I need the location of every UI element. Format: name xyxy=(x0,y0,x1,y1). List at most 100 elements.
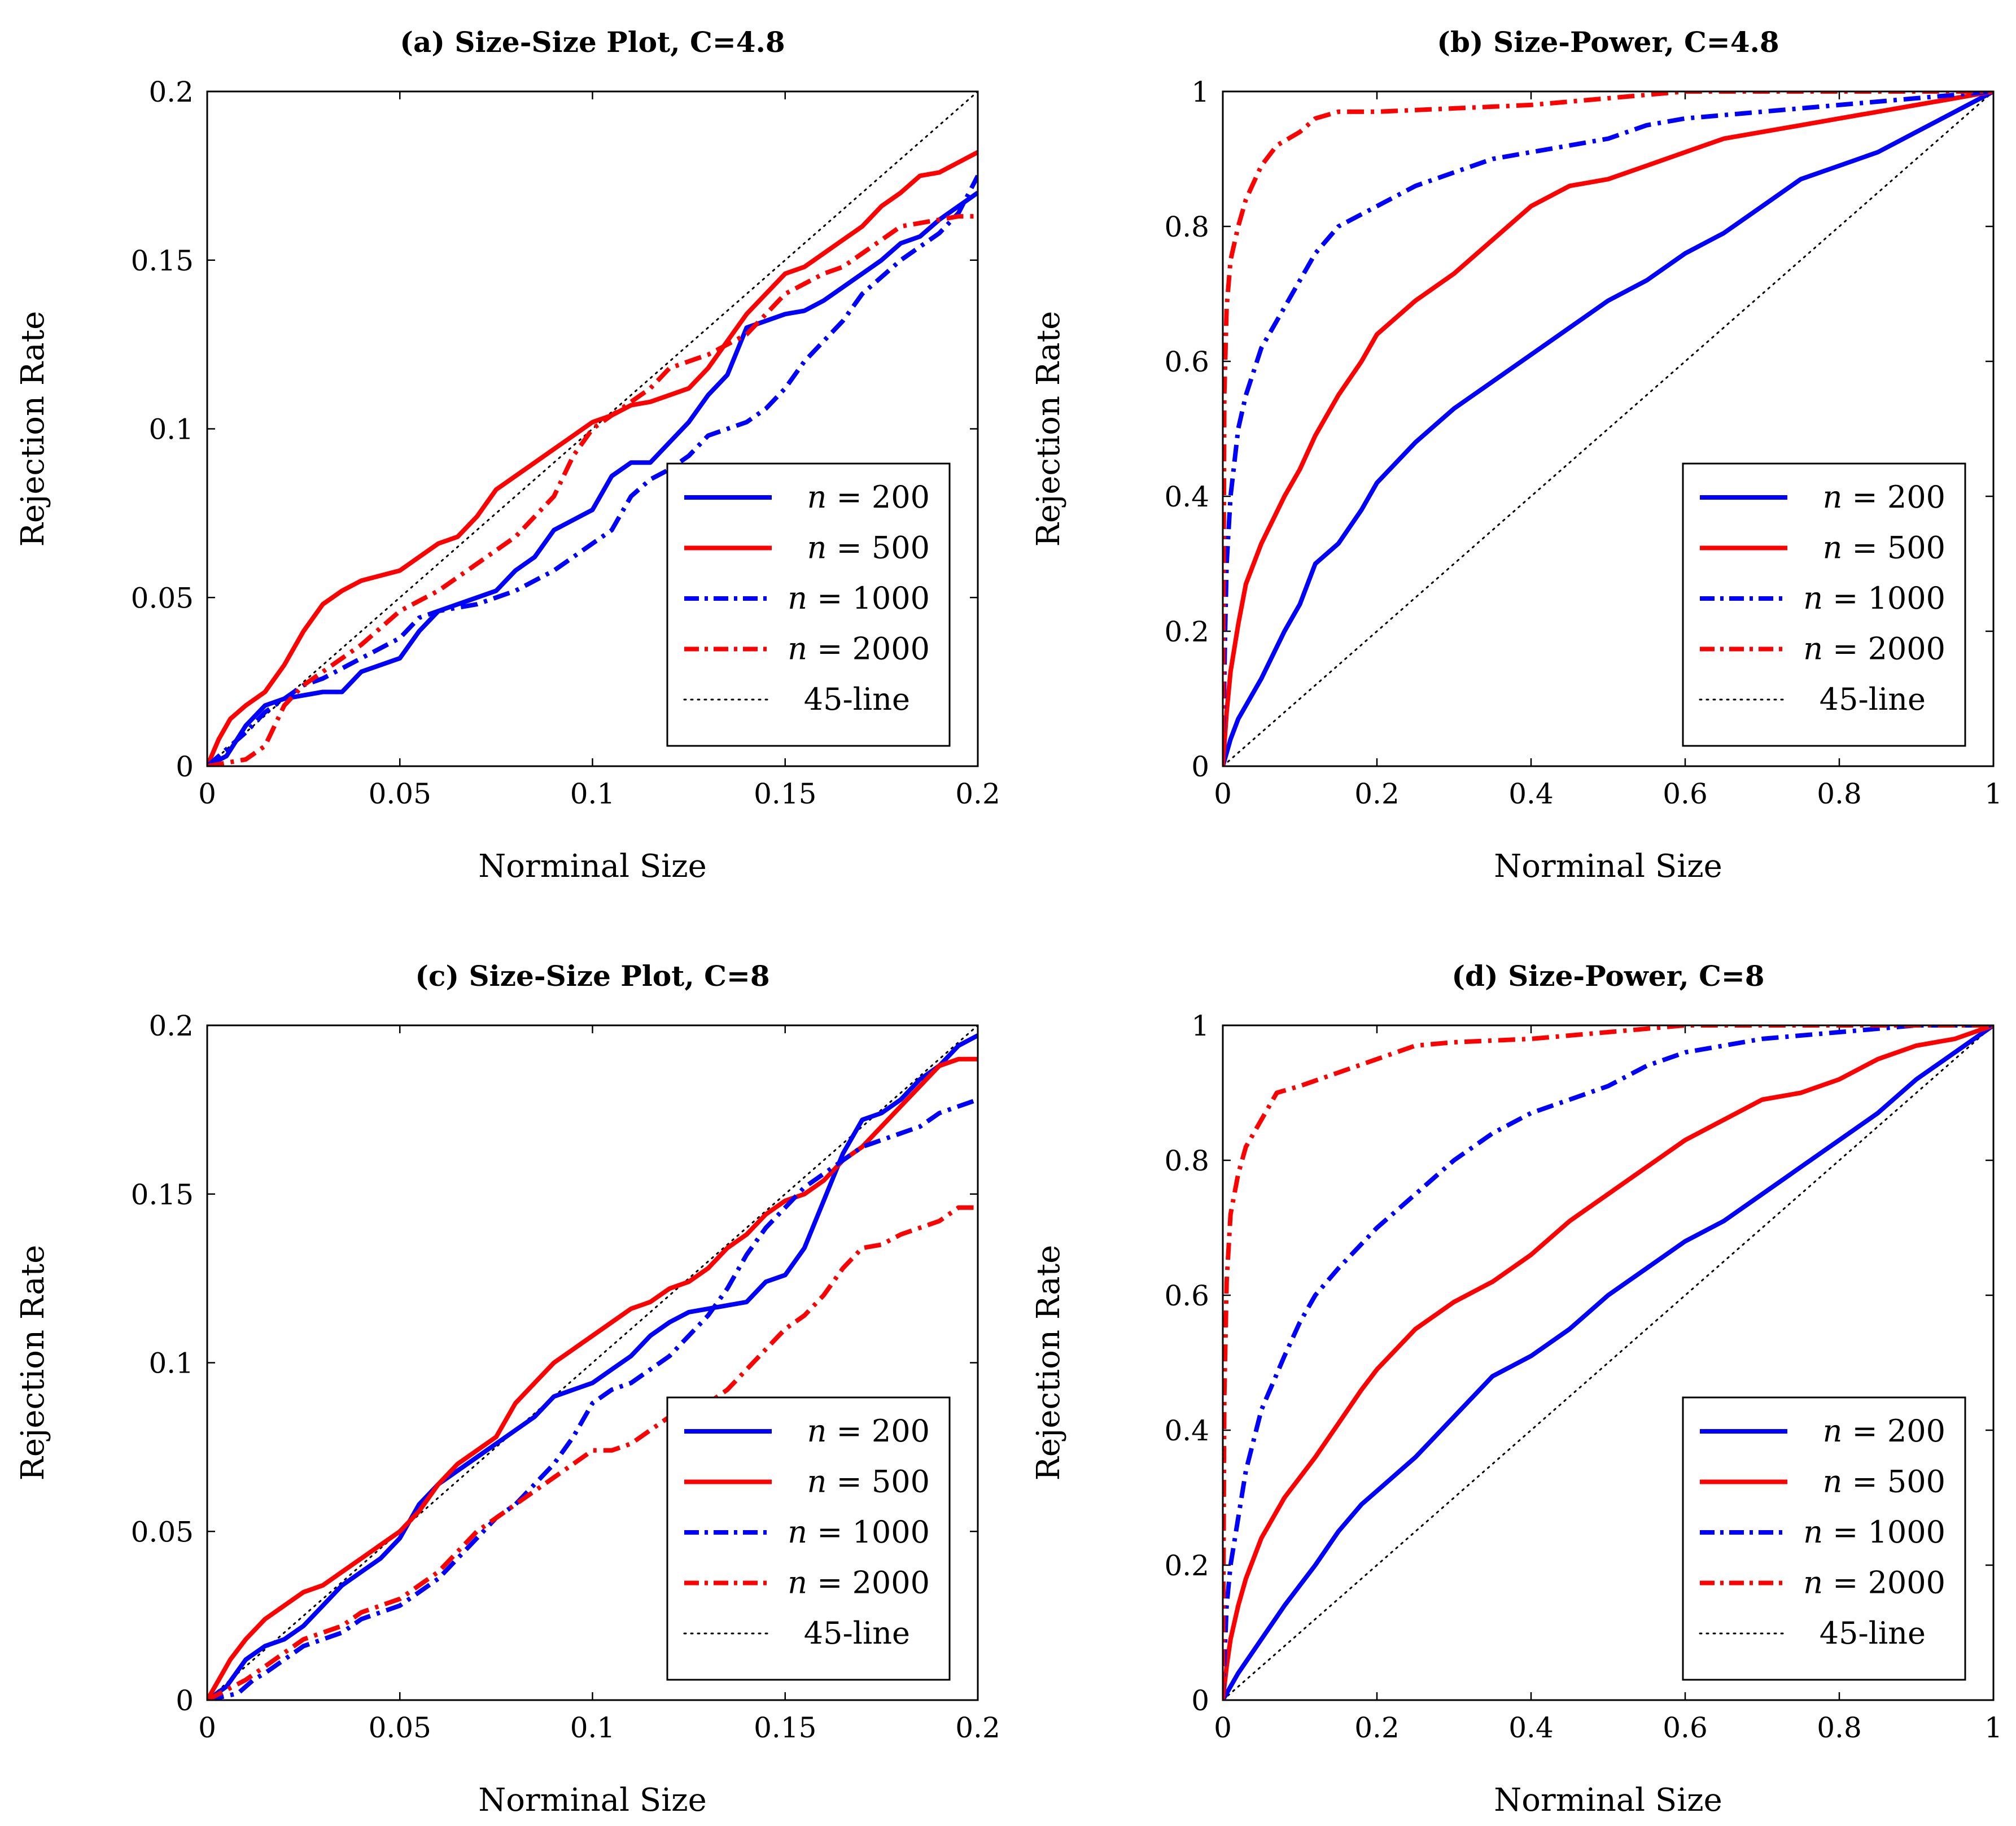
panel-b-legend-num-n200: 200 xyxy=(1887,479,1945,515)
panel-b-yaxis-label: Rejection Rate xyxy=(1030,311,1067,547)
panel-d-series-n2000 xyxy=(1223,1025,1993,1700)
panel-a-legend-var-n2000: n xyxy=(788,631,807,667)
panel-d-xtick-label: 0.4 xyxy=(1508,1711,1554,1744)
panel-c-ytick-label: 0.05 xyxy=(131,1515,194,1548)
panel-d-legend-label-n1000: n = 1000 xyxy=(1803,1514,1945,1550)
panel-c-yaxis-label: Rejection Rate xyxy=(15,1245,51,1481)
panel-b-xtick-label: 0.8 xyxy=(1817,777,1862,810)
panel-d-legend-var-n1000: n xyxy=(1803,1514,1823,1550)
panel-a-plot-area xyxy=(207,91,978,766)
panel-d-frame xyxy=(1222,1024,1995,1701)
panel-d-legend-box xyxy=(1682,1396,1966,1681)
panel-a-legend-label-n200: n = 200 xyxy=(807,479,930,515)
panel-c-legend-label-n500: n = 500 xyxy=(807,1464,930,1500)
panel-b-legend-var-n200: n xyxy=(1823,479,1843,515)
panel-d-ytick-label: 0.6 xyxy=(1164,1279,1209,1312)
panel-d-legend-eq: = xyxy=(1823,1514,1868,1550)
panel-a-yaxis-label: Rejection Rate xyxy=(15,311,51,547)
panel-a-xtick-label: 0.15 xyxy=(754,777,816,810)
panel-b-ytick-label: 1 xyxy=(1191,76,1209,108)
panel-b-legend-var-n1000: n xyxy=(1803,580,1823,616)
panel-a-legend-var-n200: n xyxy=(807,479,827,515)
panel-c-ytick-label: 0.2 xyxy=(148,1010,194,1042)
panel-d-legend-num-n2000: 2000 xyxy=(1868,1565,1945,1601)
panel-c-legend-var-n500: n xyxy=(807,1464,827,1500)
panel-d-legend-label-n200: n = 200 xyxy=(1823,1413,1945,1449)
panel-a-legend-eq: = xyxy=(826,530,872,566)
panel-c-ytick-label: 0.1 xyxy=(148,1347,194,1380)
panel-a-legend-eq: = xyxy=(807,631,852,667)
panel-d-legend-label-n2000: n = 2000 xyxy=(1803,1565,1945,1601)
panel-c-legend-var-n1000: n xyxy=(788,1514,807,1550)
panel-a-legend-box xyxy=(666,462,951,747)
panel-c-legend-num-n1000: 1000 xyxy=(852,1514,930,1550)
panel-b-xtick-label: 0 xyxy=(1214,777,1232,810)
panel-b-xtick-label: 0.4 xyxy=(1508,777,1554,810)
panel-b-legend-label-n500: n = 500 xyxy=(1823,530,1945,566)
panel-c-legend-eq: = xyxy=(807,1514,852,1550)
panel-b: (b) Size-Power, C=4.8 0 0.2 0.4 0.6 0.8 1 0 0.2 0… xyxy=(1030,25,2002,885)
panel-d-title: (d) Size-Power, C=8 xyxy=(1451,959,1764,993)
panel-a-series-n1000 xyxy=(207,174,978,766)
panel-a-legend-label-45-line: 45-line xyxy=(804,682,910,717)
panel-d-legend-eq: = xyxy=(1842,1464,1887,1500)
panel-c-legend-num-n2000: 2000 xyxy=(852,1565,930,1601)
panel-c-legend-num-n200: 200 xyxy=(872,1413,930,1449)
panel-a-ytick-label: 0.15 xyxy=(131,244,194,277)
panel-c-title: (c) Size-Size Plot, C=8 xyxy=(415,959,769,993)
panel-b-legend-num-n2000: 2000 xyxy=(1868,631,1945,667)
panel-b-series-n200 xyxy=(1223,91,1993,766)
panel-a-ytick-label: 0 xyxy=(176,750,194,783)
panel-a-xtick-label: 0 xyxy=(198,777,216,810)
panel-c-legend-var-n200: n xyxy=(807,1413,827,1449)
panel-a-ytick-label: 0.1 xyxy=(148,413,194,446)
panel-d-legend-eq: = xyxy=(1823,1565,1868,1601)
panel-c-ytick-label: 0.15 xyxy=(131,1178,194,1211)
panel-c-legend-eq: = xyxy=(826,1413,872,1449)
panel-a-legend-num-n200: 200 xyxy=(872,479,930,515)
panel-a-xaxis-label: Norminal Size xyxy=(478,848,707,885)
panel-d-ytick-label: 0.8 xyxy=(1164,1144,1209,1177)
panel-c-xtick-label: 0.1 xyxy=(570,1711,615,1744)
panel-b-legend-eq: = xyxy=(1823,580,1868,616)
panel-b-legend-box xyxy=(1682,462,1966,747)
panel-a-legend-num-n2000: 2000 xyxy=(852,631,930,667)
panel-b-legend-eq: = xyxy=(1842,479,1887,515)
panel-a-legend-var-n1000: n xyxy=(788,580,807,616)
panel-a-series-n2000 xyxy=(207,214,978,766)
panel-b-series-n2000 xyxy=(1223,91,1993,766)
panel-b-series-n500 xyxy=(1223,91,1993,766)
panel-a-legend-var-n500: n xyxy=(807,530,827,566)
panel-a-legend-label-n2000: n = 2000 xyxy=(788,631,930,667)
panel-c-frame xyxy=(206,1024,979,1701)
panel-b-ytick-label: 0.6 xyxy=(1164,346,1209,378)
panel-c-xtick-label: 0.2 xyxy=(955,1711,1000,1744)
panel-d-xaxis-label: Norminal Size xyxy=(1494,1782,1722,1819)
panel-b-legend-label-n200: n = 200 xyxy=(1823,479,1945,515)
panel-d-xtick-label: 0.2 xyxy=(1354,1711,1400,1744)
panel-d-ytick-label: 0.2 xyxy=(1164,1549,1209,1582)
panel-c-xtick-label: 0.05 xyxy=(369,1711,431,1744)
panel-b-plot-area xyxy=(1223,91,1993,766)
panel-b-legend-var-n500: n xyxy=(1823,530,1843,566)
panel-b-ytick-label: 0.4 xyxy=(1164,480,1209,513)
panel-c-series-n200 xyxy=(207,1033,978,1700)
panel-b-legend-num-n500: 500 xyxy=(1887,530,1945,566)
panel-b-title: (b) Size-Power, C=4.8 xyxy=(1437,25,1779,59)
panel-a-legend-eq: = xyxy=(826,479,872,515)
panel-d: (d) Size-Power, C=8 0 0.2 0.4 0.6 0.8 1 0 0.2 0.4… xyxy=(1030,959,2002,1819)
panel-a-legend-label-n1000: n = 1000 xyxy=(788,580,930,616)
panel-a-series-n200 xyxy=(207,191,978,766)
panel-d-xtick-label: 0.6 xyxy=(1663,1711,1708,1744)
panel-c-legend-eq: = xyxy=(826,1464,872,1500)
panel-b-legend-eq: = xyxy=(1842,530,1887,566)
panel-d-legend-num-n500: 500 xyxy=(1887,1464,1945,1500)
panel-c-ytick-label: 0 xyxy=(176,1684,194,1717)
panel-c-legend-label-n2000: n = 2000 xyxy=(788,1565,930,1601)
panel-c-series-n1000 xyxy=(207,1097,978,1700)
panel-c-legend-label-n200: n = 200 xyxy=(807,1413,930,1449)
panel-a-series-n500 xyxy=(207,150,978,766)
